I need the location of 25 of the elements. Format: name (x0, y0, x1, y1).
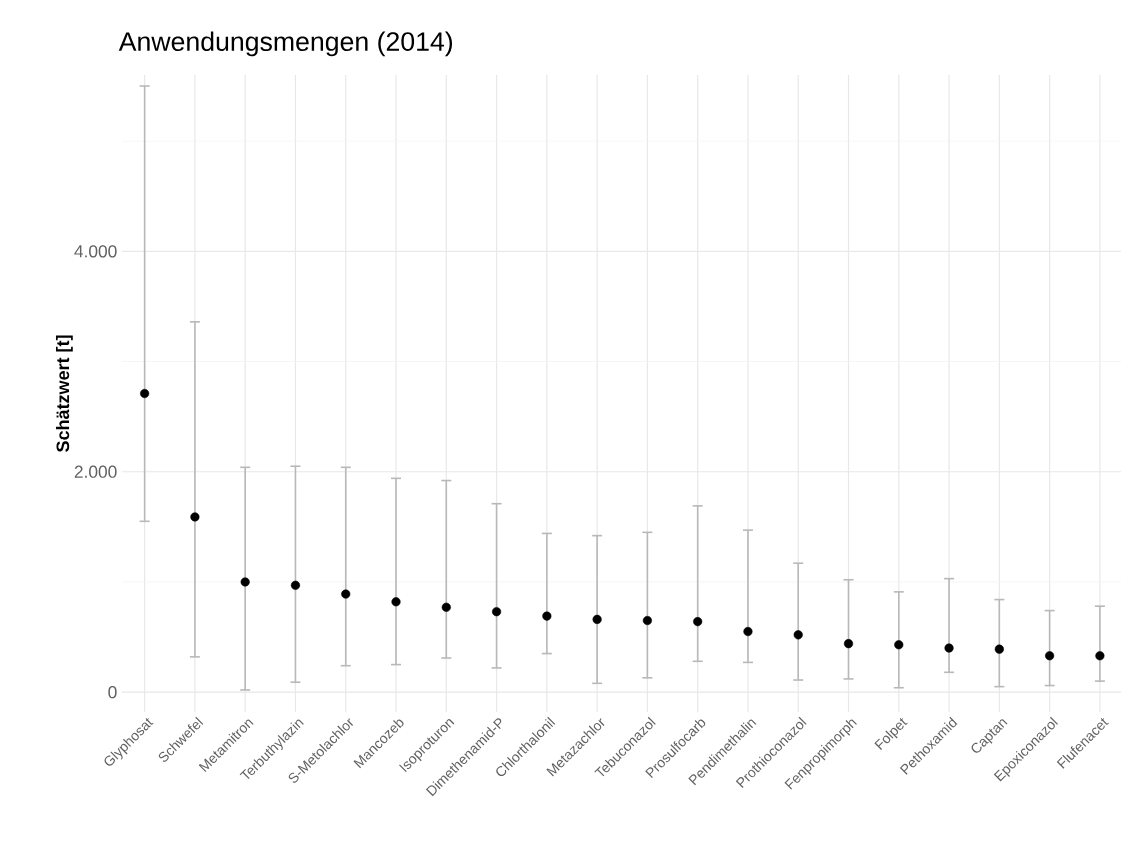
point (843, 639, 854, 649)
point (441, 602, 451, 612)
y-tick-label: 0 (108, 686, 117, 699)
point (542, 611, 552, 621)
y-axis-title: Schätzwert [t] (55, 335, 73, 452)
point (693, 617, 703, 627)
point (894, 640, 904, 650)
point (240, 577, 250, 587)
point (140, 388, 150, 399)
point (1045, 651, 1055, 661)
point (944, 643, 954, 653)
point (190, 512, 200, 522)
point (793, 630, 803, 640)
point (592, 614, 602, 624)
chart-title: Anwendungsmengen (2014) (118, 31, 453, 57)
point (341, 589, 351, 599)
y-tick-label: 4.000 (74, 245, 117, 258)
point (642, 615, 652, 626)
point (743, 626, 753, 637)
point (1095, 651, 1105, 661)
point (290, 580, 301, 590)
point (492, 607, 502, 617)
point (391, 597, 401, 607)
y-tick-label: 2.000 (74, 465, 117, 478)
point (994, 644, 1004, 654)
